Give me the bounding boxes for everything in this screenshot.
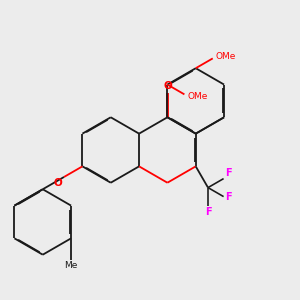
Text: F: F xyxy=(225,168,232,178)
Text: O: O xyxy=(163,81,172,91)
Text: Me: Me xyxy=(64,261,78,270)
Text: OMe: OMe xyxy=(187,92,207,100)
Text: O: O xyxy=(54,178,63,188)
Text: F: F xyxy=(205,207,211,217)
Text: F: F xyxy=(225,192,232,202)
Text: OMe: OMe xyxy=(215,52,236,61)
